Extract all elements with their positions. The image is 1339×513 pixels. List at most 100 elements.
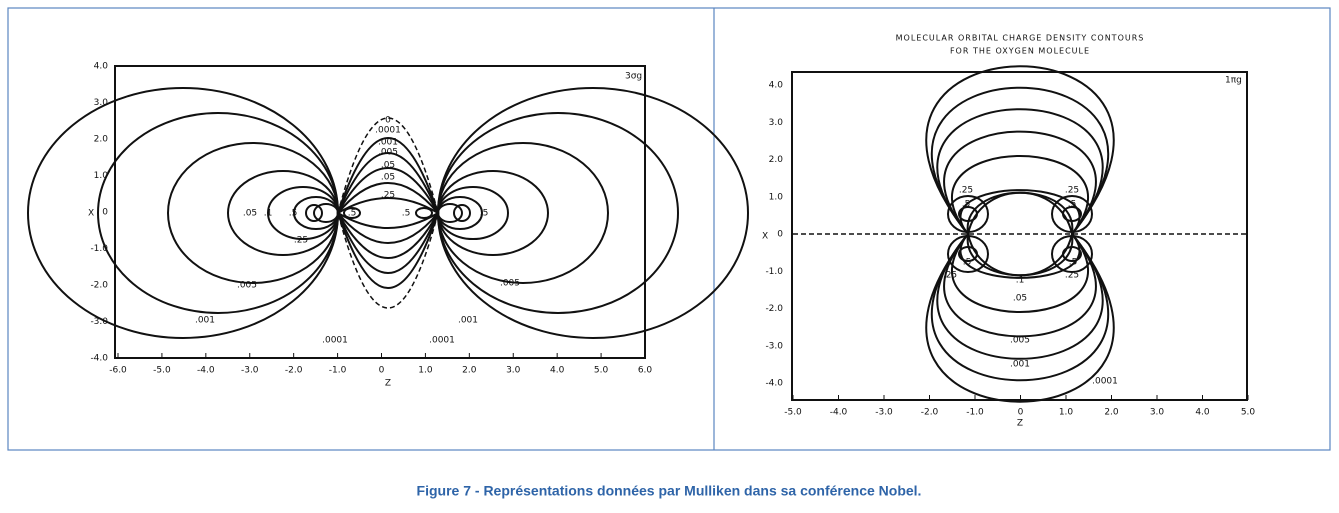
contour-label: .005: [237, 281, 257, 291]
contour: [97, 112, 339, 314]
y-tick-label: -4.0: [765, 379, 783, 389]
contour-label: .1: [264, 209, 273, 219]
x-tick-label: 4.0: [550, 366, 565, 376]
contour-label: .25: [294, 236, 308, 246]
contour: [943, 130, 1097, 235]
contour: [925, 65, 1115, 235]
x-axis-label: Z: [385, 379, 391, 389]
contour: [293, 196, 339, 230]
orbital-label: 3σg: [625, 72, 642, 82]
x-tick-label: 5.0: [1241, 408, 1256, 418]
contour: [453, 204, 471, 222]
contour-label: .25: [381, 191, 395, 201]
contour-label: .05: [243, 209, 257, 219]
contour-label: .1: [1016, 276, 1025, 286]
x-tick-label: 3.0: [1150, 408, 1165, 418]
contour-label: .5: [348, 209, 357, 219]
x-tick-label: 6.0: [638, 366, 653, 376]
x-tick-label: -3.0: [241, 366, 259, 376]
contour-label: .005: [1010, 336, 1030, 346]
contour: [936, 108, 1104, 235]
x-axis-label: Z: [1017, 419, 1023, 429]
x-tick-label: -5.0: [153, 366, 171, 376]
contour-label: .5: [963, 258, 972, 268]
y-tick-label: -1.0: [765, 267, 783, 277]
x-tick-label: 5.0: [594, 366, 609, 376]
contour: [951, 233, 1089, 313]
contour: [437, 142, 609, 284]
contour-label: .05: [1013, 294, 1027, 304]
x-tick-label: -2.0: [921, 408, 939, 418]
y-tick-label: -1.0: [90, 244, 108, 254]
x-tick-label: -2.0: [285, 366, 303, 376]
x-tick-label: 0: [379, 366, 385, 376]
contour-label: .0001: [322, 336, 348, 346]
y-tick-label: -2.0: [90, 281, 108, 291]
contour-label: .5: [402, 209, 411, 219]
y-tick-label: -3.0: [765, 341, 783, 351]
contour-label: .5: [289, 209, 298, 219]
y-tick-label: 0: [777, 230, 783, 240]
y-tick-label: 2.0: [769, 155, 784, 165]
contour-label: .25: [1065, 271, 1079, 281]
contour: [343, 207, 361, 219]
contour-label: .001: [378, 138, 398, 148]
contour: [267, 186, 339, 240]
x-tick-label: 2.0: [1104, 408, 1119, 418]
x-tick-label: -1.0: [329, 366, 347, 376]
contour-label: 0: [385, 116, 391, 126]
y-tick-label: 1.0: [94, 171, 109, 181]
contour: [959, 189, 1081, 235]
y-tick-label: -4.0: [90, 354, 108, 364]
contour-label: .25: [1065, 186, 1079, 196]
contour: [930, 86, 1110, 235]
y-axis-label: X: [762, 232, 768, 242]
contour-label: .0001: [429, 336, 455, 346]
contour-label: .001: [458, 316, 478, 326]
x-tick-label: 0: [1018, 408, 1024, 418]
contour-label: .001: [195, 316, 215, 326]
x-tick-label: 2.0: [462, 366, 477, 376]
title-line: FOR THE OXYGEN MOLECULE: [950, 47, 1090, 56]
y-tick-label: 3.0: [94, 98, 109, 108]
contour-label: .0001: [1092, 377, 1118, 387]
left-plot: 3σg X Z -6.0 -5.0 -4.0 -3.0 -2.0 -1.0 0 1.0 2.0 3…: [27, 62, 749, 389]
contour: [437, 112, 679, 314]
contour: [437, 186, 509, 240]
contour-label: .25: [943, 271, 957, 281]
x-tick-label: 1.0: [1059, 408, 1074, 418]
contour-label: .0001: [375, 126, 401, 136]
contour: [437, 196, 483, 230]
y-axis-label: X: [88, 209, 94, 219]
y-tick-label: -2.0: [765, 304, 783, 314]
x-tick-label: -3.0: [875, 408, 893, 418]
contour-label: .5: [1069, 258, 1078, 268]
contour: [930, 233, 1110, 382]
contour: [959, 233, 1081, 279]
x-tick-label: 3.0: [506, 366, 521, 376]
contour: [943, 233, 1097, 338]
x-tick-label: -4.0: [197, 366, 215, 376]
title-line: MOLECULAR ORBITAL CHARGE DENSITY CONTOUR…: [896, 34, 1145, 43]
contour-label: .25: [959, 186, 973, 196]
plot-box: [791, 71, 1248, 401]
frame: [7, 7, 1331, 451]
y-tick-label: -3.0: [90, 317, 108, 327]
y-tick-label: 2.0: [94, 135, 109, 145]
y-tick-label: 1.0: [769, 192, 784, 202]
x-tick-label: -6.0: [109, 366, 127, 376]
contour-label: .005: [500, 279, 520, 289]
contour-label: .005: [378, 148, 398, 158]
contour-label: .5: [962, 200, 971, 210]
caption: Figure 7 - Représentations données par M…: [417, 483, 922, 499]
contour: [336, 137, 440, 289]
contour: [966, 191, 1074, 277]
contour: [925, 233, 1115, 403]
y-tick-label: 4.0: [769, 81, 784, 91]
x-tick-label: 4.0: [1195, 408, 1210, 418]
plot-box: [114, 65, 646, 359]
x-tick-label: -4.0: [830, 408, 848, 418]
x-tick-label: -5.0: [784, 408, 802, 418]
